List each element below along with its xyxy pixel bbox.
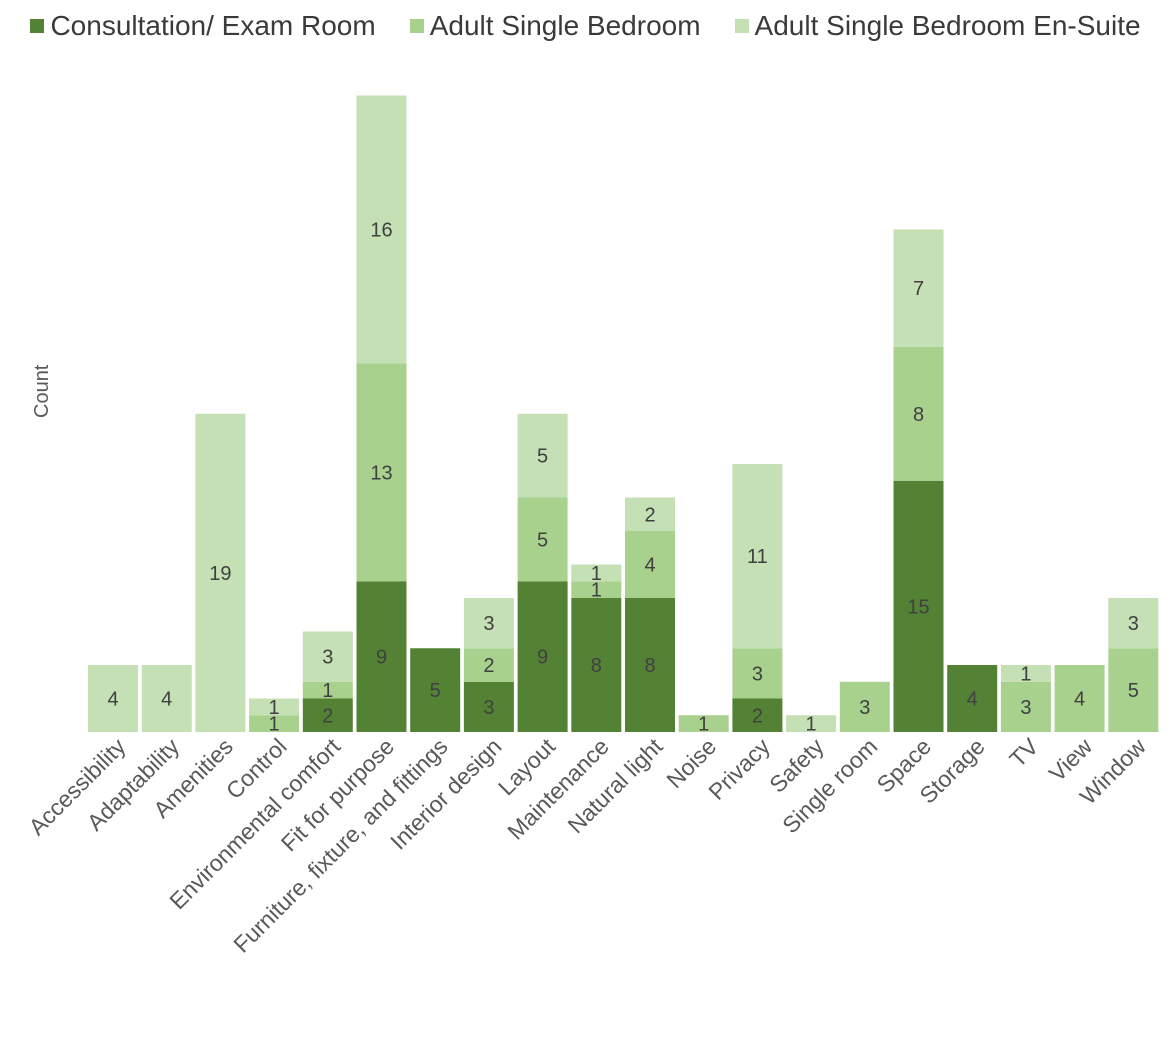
bar-safety-adult-single-bedroom-en-suite — [786, 715, 837, 732]
bar-control-adult-single-bedroom — [249, 715, 300, 732]
bar-fit-for-purpose-adult-single-bedroom — [356, 363, 407, 582]
bar-amenities-adult-single-bedroom-en-suite — [195, 413, 246, 732]
data-label-privacy-adult-single-bedroom-en-suite: 11 — [747, 546, 768, 568]
data-label-furniture-fixture-and-fittings-consultation-exam-room: 5 — [430, 680, 441, 702]
data-label-accessibility-adult-single-bedroom-en-suite: 4 — [107, 689, 118, 711]
bar-furniture-fixture-and-fittings-consultation-exam-room — [410, 648, 461, 732]
bar-interior-design-adult-single-bedroom-en-suite — [463, 598, 514, 649]
x-tick-label-tv: TV — [1004, 733, 1044, 773]
legend-item-consultation: Consultation/ Exam Room — [30, 10, 376, 42]
data-label-maintenance-consultation-exam-room: 8 — [591, 655, 602, 677]
bar-layout-adult-single-bedroom-en-suite — [517, 413, 568, 498]
data-label-control-adult-single-bedroom-en-suite: 1 — [269, 697, 280, 719]
bar-space-adult-single-bedroom-en-suite — [893, 229, 944, 347]
bar-natural-light-consultation-exam-room — [625, 598, 675, 732]
bar-privacy-adult-single-bedroom-en-suite — [732, 464, 783, 649]
legend-item-adult-single-bedroom-en-suite: Adult Single Bedroom En-Suite — [734, 10, 1141, 42]
bar-environmental-comfort-consultation-exam-room — [302, 698, 353, 732]
data-label-natural-light-adult-single-bedroom-en-suite: 2 — [644, 504, 655, 526]
bar-fit-for-purpose-adult-single-bedroom-en-suite — [356, 95, 407, 364]
bar-natural-light-adult-single-bedroom — [625, 531, 675, 598]
data-label-space-adult-single-bedroom: 8 — [913, 404, 924, 426]
data-label-safety-adult-single-bedroom-en-suite: 1 — [806, 714, 817, 736]
data-label-natural-light-adult-single-bedroom: 4 — [644, 555, 655, 577]
legend-label-adult-single-bedroom: Adult Single Bedroom — [429, 10, 701, 41]
bar-environmental-comfort-adult-single-bedroom-en-suite — [302, 631, 353, 682]
legend-label-consultation: Consultation/ Exam Room — [50, 10, 376, 41]
legend-swatch-consultation — [30, 19, 45, 33]
bar-layout-consultation-exam-room — [517, 581, 568, 732]
data-label-layout-adult-single-bedroom-en-suite: 5 — [537, 446, 548, 468]
bar-layout-adult-single-bedroom — [517, 497, 568, 582]
bar-tv-adult-single-bedroom-en-suite — [1000, 665, 1051, 682]
data-label-space-adult-single-bedroom-en-suite: 7 — [913, 278, 924, 300]
legend-swatch-adult-single-bedroom-en-suite — [734, 19, 749, 33]
data-label-natural-light-consultation-exam-room: 8 — [644, 655, 655, 677]
bar-storage-consultation-exam-room — [947, 665, 998, 732]
bar-interior-design-adult-single-bedroom — [463, 648, 514, 682]
bar-space-consultation-exam-room — [893, 480, 944, 732]
legend-label-adult-single-bedroom-en-suite: Adult Single Bedroom En-Suite — [754, 10, 1141, 41]
data-label-environmental-comfort-adult-single-bedroom-en-suite: 3 — [322, 647, 333, 669]
data-label-privacy-adult-single-bedroom: 3 — [752, 663, 763, 685]
bar-maintenance-adult-single-bedroom — [571, 581, 622, 598]
bar-maintenance-consultation-exam-room — [571, 598, 622, 732]
data-label-storage-consultation-exam-room: 4 — [967, 689, 978, 711]
bar-privacy-adult-single-bedroom — [732, 648, 783, 699]
data-label-noise-adult-single-bedroom: 1 — [698, 714, 709, 736]
data-label-interior-design-adult-single-bedroom-en-suite: 3 — [483, 613, 494, 635]
bar-single-room-adult-single-bedroom — [839, 681, 890, 732]
bar-natural-light-adult-single-bedroom-en-suite — [625, 497, 675, 531]
data-label-control-adult-single-bedroom: 1 — [269, 714, 280, 736]
data-label-interior-design-consultation-exam-room: 3 — [483, 697, 494, 719]
bar-tv-adult-single-bedroom — [1000, 681, 1051, 732]
data-label-window-adult-single-bedroom: 5 — [1128, 680, 1139, 702]
bar-accessibility-adult-single-bedroom-en-suite — [88, 665, 138, 732]
bar-privacy-consultation-exam-room — [732, 698, 783, 732]
bar-fit-for-purpose-consultation-exam-room — [356, 581, 407, 732]
bar-window-adult-single-bedroom-en-suite — [1108, 598, 1159, 649]
legend: Consultation/ Exam Room Adult Single Bed… — [0, 6, 1171, 46]
data-label-tv-adult-single-bedroom: 3 — [1020, 697, 1031, 719]
x-tick-label-privacy: Privacy — [703, 733, 775, 805]
data-label-tv-adult-single-bedroom-en-suite: 1 — [1020, 663, 1031, 685]
data-label-window-adult-single-bedroom-en-suite: 3 — [1128, 613, 1139, 635]
data-label-view-adult-single-bedroom: 4 — [1074, 689, 1085, 711]
legend-item-adult-single-bedroom: Adult Single Bedroom — [409, 10, 701, 42]
bar-environmental-comfort-adult-single-bedroom — [302, 681, 353, 699]
data-label-environmental-comfort-adult-single-bedroom: 1 — [322, 680, 333, 702]
data-label-amenities-adult-single-bedroom-en-suite: 19 — [209, 563, 231, 585]
bar-noise-adult-single-bedroom — [678, 715, 729, 732]
data-label-maintenance-adult-single-bedroom-en-suite: 1 — [591, 563, 602, 585]
bar-space-adult-single-bedroom — [893, 346, 944, 481]
bar-interior-design-consultation-exam-room — [463, 681, 514, 732]
data-label-single-room-adult-single-bedroom: 3 — [859, 697, 870, 719]
bar-window-adult-single-bedroom — [1108, 648, 1159, 732]
data-label-fit-for-purpose-consultation-exam-room: 9 — [376, 647, 387, 669]
bar-adaptability-adult-single-bedroom-en-suite — [141, 665, 192, 732]
data-label-layout-adult-single-bedroom: 5 — [537, 529, 548, 551]
data-label-privacy-consultation-exam-room: 2 — [752, 705, 763, 727]
data-label-layout-consultation-exam-room: 9 — [537, 647, 548, 669]
bar-maintenance-adult-single-bedroom-en-suite — [571, 564, 622, 582]
data-label-space-consultation-exam-room: 15 — [907, 596, 929, 618]
legend-swatch-adult-single-bedroom — [409, 19, 424, 33]
data-label-adaptability-adult-single-bedroom-en-suite: 4 — [161, 689, 172, 711]
data-label-interior-design-adult-single-bedroom: 2 — [483, 655, 494, 677]
data-label-fit-for-purpose-adult-single-bedroom-en-suite: 16 — [370, 220, 392, 242]
data-label-maintenance-adult-single-bedroom: 1 — [591, 580, 602, 602]
data-label-fit-for-purpose-adult-single-bedroom: 13 — [370, 462, 392, 484]
bar-control-adult-single-bedroom-en-suite — [249, 698, 300, 716]
bar-view-adult-single-bedroom — [1054, 665, 1105, 732]
data-label-environmental-comfort-consultation-exam-room: 2 — [322, 705, 333, 727]
